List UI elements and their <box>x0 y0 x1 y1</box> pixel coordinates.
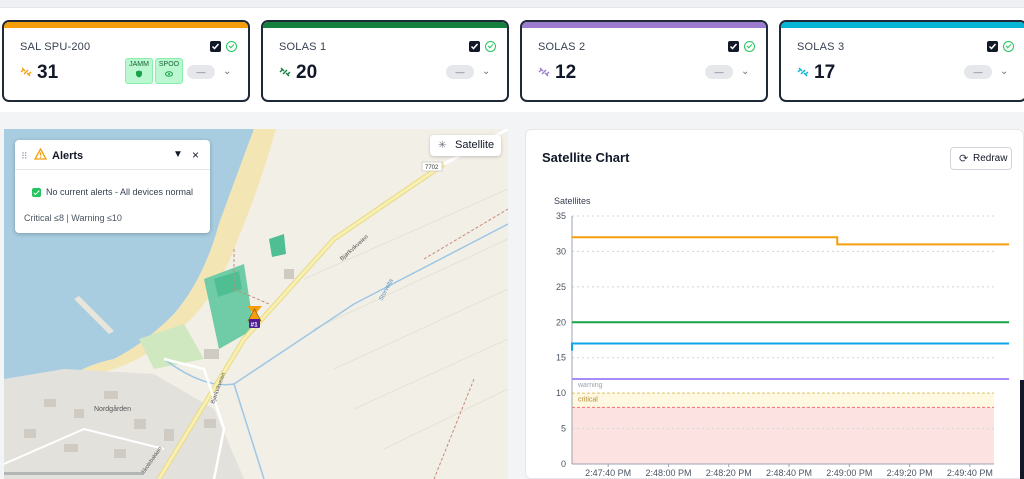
x-tick-label: 2:48:40 PM <box>766 468 812 478</box>
satellite-count: 31 <box>37 62 59 83</box>
y-tick-label: 20 <box>556 317 566 327</box>
collapse-toggle-icon[interactable]: ▼ <box>173 149 183 160</box>
status-ok-icon <box>1003 41 1014 52</box>
device-marker-icon[interactable]: #1 <box>247 306 262 329</box>
satellite-icon <box>279 67 291 77</box>
card-color-bar <box>522 22 766 28</box>
device-card-solas-1[interactable]: SOLAS 1 20 — ⌄ <box>261 20 509 102</box>
satellite-layer-label: Satellite <box>455 139 495 151</box>
card-dropdown-value[interactable]: — <box>964 65 992 79</box>
satellite-line-chart[interactable]: 0 5 10 15 20 25 30 35 warning critical Satellites 2… <box>526 130 1024 479</box>
series-line-sal-spu-200 <box>572 236 1010 246</box>
y-tick-label: 35 <box>556 211 566 221</box>
x-tick-label: 2:48:20 PM <box>706 468 752 478</box>
satellite-count: 20 <box>296 62 318 83</box>
card-dropdown-value[interactable]: — <box>187 65 215 79</box>
map-label-place: Nordgården <box>94 405 131 413</box>
critical-threshold-label: critical <box>578 396 598 403</box>
divider <box>15 169 210 170</box>
card-visibility-checkbox[interactable] <box>987 41 998 52</box>
alerts-title: Alerts <box>52 150 84 162</box>
status-ok-icon <box>485 41 496 52</box>
chevron-down-icon[interactable]: ⌄ <box>223 66 232 77</box>
chart-title: Satellite Chart <box>542 150 630 165</box>
x-tick-label: 2:48:00 PM <box>645 468 691 478</box>
satellite-layer-button[interactable]: ✳ Satellite <box>430 135 501 156</box>
satellite-chart-panel: Satellite Chart ⟳ Redraw 0 5 10 15 20 25 30 35 w… <box>525 129 1024 479</box>
series-line-solas-3 <box>571 342 1010 351</box>
x-tick-label: 2:49:40 PM <box>947 468 993 478</box>
card-device-name: SOLAS 2 <box>538 41 586 53</box>
eye-icon <box>165 71 173 77</box>
alert-thresholds: Critical ≤8 | Warning ≤10 <box>24 213 122 223</box>
redraw-button[interactable]: ⟳ Redraw <box>950 147 1012 170</box>
card-visibility-checkbox[interactable] <box>210 41 221 52</box>
y-tick-label: 25 <box>556 282 566 292</box>
card-device-name: SAL SPU-200 <box>20 41 91 53</box>
card-visibility-checkbox[interactable] <box>469 41 480 52</box>
satellite-icon <box>538 67 550 77</box>
close-icon[interactable]: × <box>192 148 200 162</box>
window-edge <box>1020 380 1024 479</box>
card-dropdown-value[interactable]: — <box>446 65 474 79</box>
alerts-message: No current alerts - All devices normal <box>46 187 194 197</box>
refresh-icon: ⟳ <box>959 153 969 165</box>
chevron-down-icon[interactable]: ⌄ <box>1000 66 1009 77</box>
critical-band <box>572 407 994 464</box>
status-ok-icon <box>744 41 755 52</box>
y-tick-label: 10 <box>556 388 566 398</box>
top-strip <box>0 0 1024 8</box>
chevron-down-icon[interactable]: ⌄ <box>482 66 491 77</box>
card-device-name: SOLAS 1 <box>279 41 327 53</box>
x-tick-label: 2:47:40 PM <box>585 468 631 478</box>
shield-icon <box>136 70 142 78</box>
chevron-down-icon[interactable]: ⌄ <box>741 66 750 77</box>
satellite-count: 12 <box>555 62 577 83</box>
status-ok-icon <box>226 41 237 52</box>
spoofing-badge: SPOO <box>155 58 183 84</box>
drag-handle-icon[interactable]: ⠿ <box>21 151 28 161</box>
satellite-count: 17 <box>814 62 836 83</box>
satellite-icon <box>20 67 32 77</box>
x-tick-label: 2:49:00 PM <box>826 468 872 478</box>
satellite-icon: ✳ <box>438 140 447 151</box>
y-tick-label: 15 <box>556 353 566 363</box>
card-color-bar <box>781 22 1024 28</box>
warning-icon <box>34 148 47 160</box>
device-card-solas-3[interactable]: SOLAS 3 17 — ⌄ <box>779 20 1024 102</box>
y-tick-label: 5 <box>561 424 566 434</box>
device-card-sal-spu-200[interactable]: SAL SPU-200 31 JAMM SPOO — ⌄ <box>2 20 250 102</box>
jamming-badge: JAMM <box>125 58 153 84</box>
redraw-label: Redraw <box>973 153 1008 164</box>
warning-threshold-label: warning <box>577 382 603 389</box>
card-dropdown-value[interactable]: — <box>705 65 733 79</box>
card-color-bar <box>4 22 248 28</box>
alerts-panel[interactable]: ⠿ Alerts ▼ × No current alerts - All dev… <box>15 140 210 233</box>
marker-label: #1 <box>251 322 259 329</box>
warning-band <box>572 393 994 408</box>
device-card-solas-2[interactable]: SOLAS 2 12 — ⌄ <box>520 20 768 102</box>
y-tick-label: 30 <box>556 246 566 256</box>
satellite-icon <box>797 67 809 77</box>
y-tick-label: 0 <box>561 459 566 469</box>
y-axis-title: Satellites <box>554 196 591 206</box>
route-number: 7702 <box>425 165 439 171</box>
x-tick-label: 2:49:20 PM <box>887 468 933 478</box>
card-device-name: SOLAS 3 <box>797 41 845 53</box>
card-color-bar <box>263 22 507 28</box>
ok-check-icon <box>32 188 41 197</box>
card-visibility-checkbox[interactable] <box>728 41 739 52</box>
